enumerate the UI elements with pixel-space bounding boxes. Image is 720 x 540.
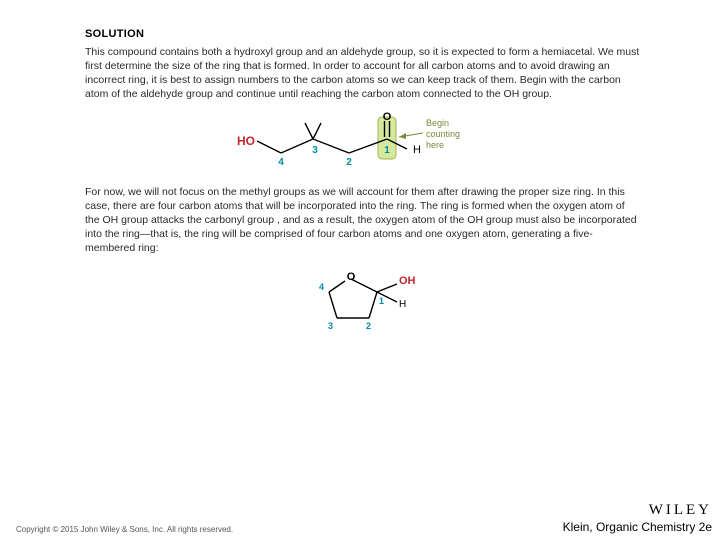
ring-bonds bbox=[329, 279, 397, 318]
h-label: H bbox=[399, 299, 406, 310]
figure-1-linear-chain: HO O H bbox=[85, 109, 640, 176]
num-3: 3 bbox=[312, 145, 318, 156]
callout-arrowhead bbox=[399, 133, 406, 139]
num-1: 1 bbox=[384, 145, 390, 156]
ring-num-2: 2 bbox=[366, 321, 371, 331]
ring-num-4: 4 bbox=[319, 282, 324, 292]
callout-line-1: Begin bbox=[426, 118, 449, 128]
ring-o: O bbox=[346, 271, 355, 283]
carbonyl-o: O bbox=[382, 111, 391, 123]
ring-num-1: 1 bbox=[379, 296, 384, 306]
solution-heading: SOLUTION bbox=[85, 28, 640, 40]
ho-label: HO bbox=[237, 134, 255, 148]
brand-logo: WILEY bbox=[563, 502, 712, 519]
paragraph-2: For now, we will not focus on the methyl… bbox=[85, 186, 640, 255]
copyright-text: Copyright © 2015 John Wiley & Sons, Inc.… bbox=[16, 525, 233, 534]
num-4: 4 bbox=[278, 157, 284, 168]
oh-label: OH bbox=[399, 275, 416, 287]
figure-2-ring: O OH H 1 2 3 4 bbox=[85, 264, 640, 339]
solution-block: SOLUTION This compound contains both a h… bbox=[85, 28, 640, 349]
callout-line-3: here bbox=[426, 140, 444, 150]
ring-num-3: 3 bbox=[328, 321, 333, 331]
num-2: 2 bbox=[346, 157, 352, 168]
paragraph-1: This compound contains both a hydroxyl g… bbox=[85, 46, 640, 101]
aldehyde-h: H bbox=[413, 144, 421, 156]
footer-right: WILEY Klein, Organic Chemistry 2e bbox=[563, 502, 712, 534]
book-title: Klein, Organic Chemistry 2e bbox=[563, 520, 712, 534]
footer: Copyright © 2015 John Wiley & Sons, Inc.… bbox=[0, 502, 720, 536]
callout-line-2: counting bbox=[426, 129, 460, 139]
